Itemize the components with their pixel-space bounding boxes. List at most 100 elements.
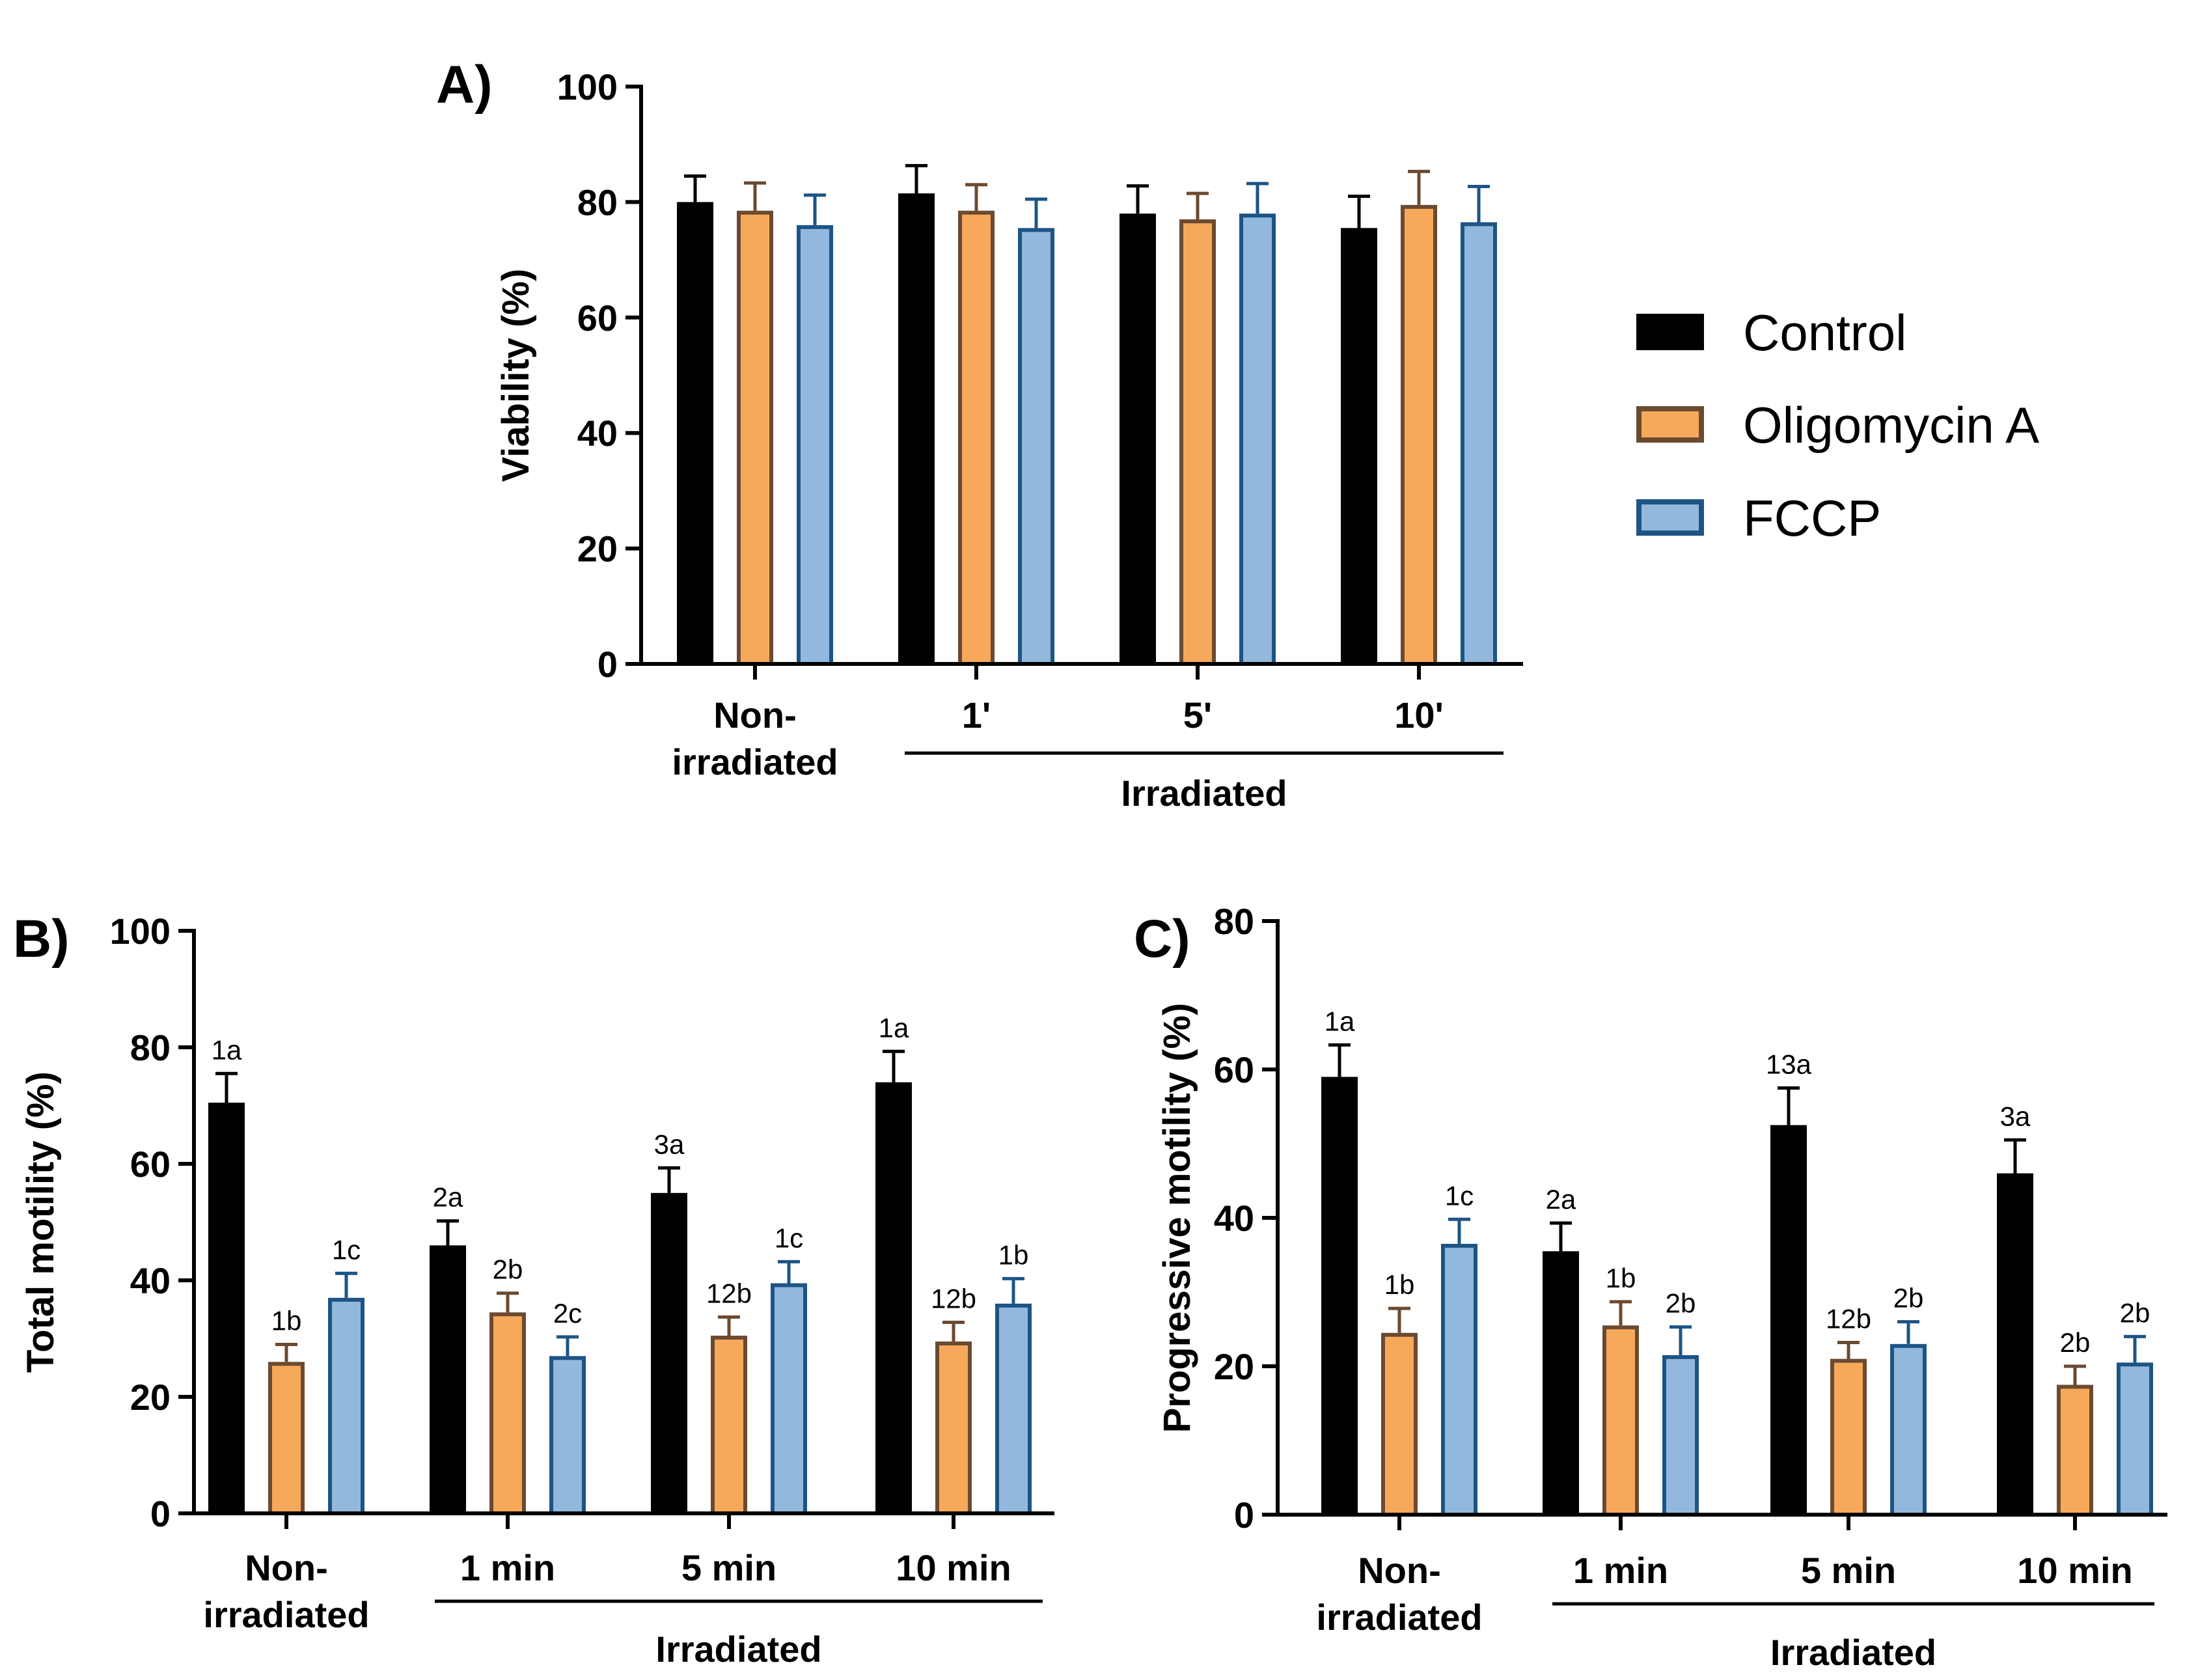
bar <box>677 202 713 666</box>
x-tick-label: 10' <box>1394 695 1444 736</box>
bar <box>1321 1077 1358 1517</box>
y-tick-label: 0 <box>598 644 618 685</box>
significance-label: 3a <box>2000 1101 2031 1131</box>
bar <box>1602 1325 1639 1517</box>
legend-label: FCCP <box>1743 489 1881 547</box>
bar <box>935 1341 972 1516</box>
bar <box>1890 1343 1927 1517</box>
y-tick-label: 80 <box>130 1027 171 1068</box>
bar <box>2117 1362 2153 1517</box>
bar <box>489 1312 526 1515</box>
significance-label: 2c <box>553 1298 582 1329</box>
bar <box>651 1192 687 1515</box>
x-tick-label: irradiated <box>203 1594 369 1635</box>
significance-label: 2b <box>2120 1297 2150 1328</box>
y-tick-label: 0 <box>1234 1494 1254 1535</box>
significance-label: 1a <box>879 1012 909 1043</box>
group-label: Irradiated <box>655 1629 821 1670</box>
significance-label: 1a <box>1325 1006 1355 1036</box>
legend-label: Oligomycin A <box>1743 396 2039 454</box>
x-tick-label: irradiated <box>672 741 838 782</box>
significance-label: 1c <box>332 1234 361 1265</box>
bar <box>875 1082 912 1515</box>
bar <box>1239 213 1276 666</box>
y-tick-label: 40 <box>1214 1198 1254 1239</box>
significance-label: 2b <box>2060 1327 2091 1358</box>
significance-label: 2a <box>1546 1184 1576 1215</box>
bar <box>797 225 833 666</box>
significance-label: 1a <box>212 1034 242 1065</box>
x-tick-label: 1' <box>962 695 991 736</box>
bar <box>1997 1173 2033 1517</box>
panel-letter: C) <box>1134 909 1190 969</box>
y-axis-label: Progressive motility (%) <box>1156 1003 1198 1433</box>
significance-label: 1c <box>775 1222 803 1253</box>
significance-label: 1c <box>1445 1180 1474 1211</box>
legend-swatch <box>1636 499 1704 536</box>
bar <box>549 1356 586 1516</box>
significance-label: 1b <box>998 1239 1029 1270</box>
bar <box>328 1297 364 1515</box>
legend-swatch <box>1636 406 1704 443</box>
legend-swatch <box>1636 314 1704 350</box>
panel-letter: B) <box>13 909 70 969</box>
y-tick-label: 40 <box>577 413 618 454</box>
y-tick-label: 100 <box>110 911 171 952</box>
x-tick-label: 10 min <box>2017 1550 2132 1591</box>
y-tick-label: 100 <box>557 66 618 107</box>
bar <box>995 1303 1032 1516</box>
y-tick-label: 60 <box>1214 1049 1254 1090</box>
bar <box>208 1103 245 1515</box>
bar <box>430 1245 466 1516</box>
bar <box>1461 222 1497 666</box>
y-tick-label: 80 <box>577 182 618 223</box>
chart-panel-b: B) Total motility (%) 1a 2a 3a 1a 1b 2b 12b 12b 1c… <box>13 909 1054 1670</box>
bar <box>2057 1384 2093 1517</box>
y-axis-label: Total motility (%) <box>20 1071 62 1373</box>
y-tick-label: 60 <box>130 1144 171 1185</box>
bar <box>898 193 935 667</box>
group-label: Irradiated <box>1770 1632 1936 1673</box>
significance-label: 1b <box>1606 1263 1636 1293</box>
bar <box>1770 1125 1807 1517</box>
bar <box>1662 1355 1699 1517</box>
x-tick-label: 1 min <box>1573 1550 1668 1591</box>
x-tick-label: 1 min <box>460 1547 555 1588</box>
x-tick-label: 5 min <box>1801 1550 1896 1591</box>
bar <box>771 1283 807 1515</box>
legend: Control Oligomycin A FCCP <box>1636 304 2039 547</box>
significance-label: 12b <box>1826 1304 1871 1334</box>
x-tick-label: 10 min <box>896 1547 1011 1588</box>
x-tick-label: 5' <box>1183 695 1212 736</box>
bar <box>711 1336 747 1515</box>
x-tick-label: irradiated <box>1316 1597 1482 1638</box>
significance-label: 2a <box>433 1182 463 1213</box>
y-tick-label: 80 <box>1214 901 1254 942</box>
group-label: Irradiated <box>1121 773 1287 814</box>
significance-label: 2b <box>1893 1283 1924 1314</box>
bar <box>1543 1251 1579 1517</box>
significance-label: 2b <box>493 1254 523 1285</box>
x-tick-label: Non- <box>245 1547 328 1588</box>
y-tick-label: 20 <box>577 529 618 570</box>
y-tick-label: 40 <box>130 1260 171 1301</box>
significance-label: 1b <box>1384 1269 1415 1300</box>
chart-panel-a: A) Viability (%) 0 20 40 60 80 100 Non-irradiate… <box>436 55 1523 814</box>
x-tick-label: Non- <box>713 695 797 736</box>
significance-label: 3a <box>654 1129 685 1159</box>
significance-label: 12b <box>931 1283 976 1314</box>
bar <box>958 210 995 666</box>
bar <box>1401 204 1437 666</box>
bar <box>1179 219 1216 666</box>
bar <box>1120 213 1156 666</box>
bar <box>1441 1243 1477 1517</box>
significance-label: 12b <box>706 1278 752 1308</box>
bar <box>268 1362 305 1516</box>
x-tick-label: Non- <box>1358 1550 1441 1591</box>
chart-panel-c: C) Progressive motility (%) 1a 2a 13a 3a 1b 1b 1… <box>1134 901 2167 1673</box>
bar <box>1381 1332 1418 1517</box>
y-tick-label: 0 <box>150 1493 171 1534</box>
y-axis-label: Viability (%) <box>495 269 537 482</box>
significance-label: 1b <box>271 1305 302 1336</box>
